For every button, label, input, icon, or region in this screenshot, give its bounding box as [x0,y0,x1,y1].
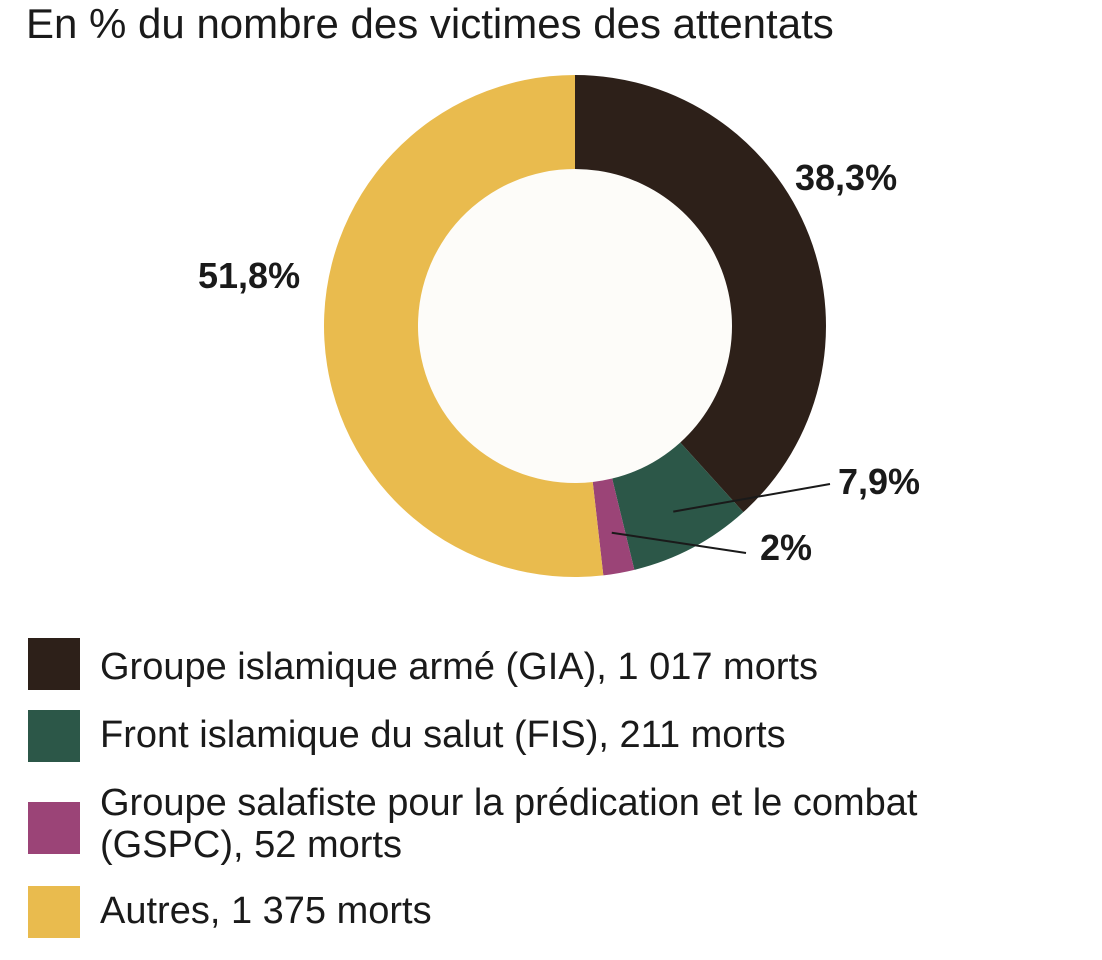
pie-slice [324,75,604,577]
pie-slice [575,75,827,513]
legend-label: Front islamique du salut (FIS), 211 mort… [100,714,786,756]
leader-line [611,531,747,554]
data-label: 2% [760,527,812,568]
donut-chart: 38,3% 7,9% 2% 51,8% [198,75,920,577]
legend-swatch [28,638,80,690]
legend-item: Groupe salafiste pour la prédication et … [28,780,1088,868]
legend-label: Autres, 1 375 morts [100,890,432,932]
legend-swatch [28,802,80,854]
legend-swatch [28,886,80,938]
legend-swatch [28,710,80,762]
pie-slice [592,478,635,576]
leader-line [673,483,831,513]
data-label: 38,3% [795,157,897,198]
legend-label: Groupe islamique armé (GIA), 1 017 morts [100,646,819,688]
legend-item: Autres, 1 375 morts [28,882,1088,940]
legend-item: Groupe islamique armé (GIA), 1 017 morts [28,636,1088,694]
data-label: 51,8% [198,255,300,296]
legend-label: Groupe salafiste pour la prédication et … [100,782,918,866]
legend: Groupe islamique armé (GIA), 1 017 morts… [28,636,1088,940]
donut-hole [418,169,732,483]
chart-title: En % du nombre des victimes des attentat… [26,0,834,47]
data-label: 7,9% [838,461,920,502]
legend-item: Front islamique du salut (FIS), 211 mort… [28,708,1088,766]
